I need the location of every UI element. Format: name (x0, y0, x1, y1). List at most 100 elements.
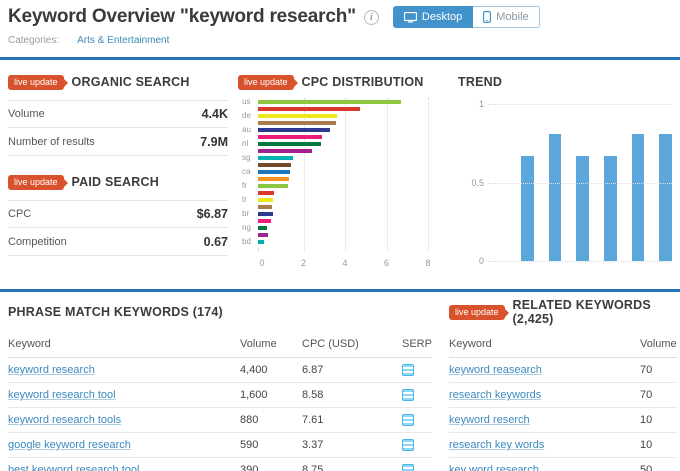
cpc-bar-row: fr (238, 182, 450, 189)
cpc-bar (258, 177, 289, 181)
serp-icon[interactable] (402, 414, 414, 426)
desktop-icon (404, 12, 417, 23)
cpc-bar-row (238, 161, 450, 168)
column-header-keyword: Keyword (449, 338, 640, 350)
cpc-cell: 8.58 (302, 389, 402, 401)
cpc-bar (258, 212, 273, 216)
x-tick-label: 4 (342, 258, 347, 268)
keyword-link[interactable]: research key words (449, 439, 640, 451)
cpc-cell: 7.61 (302, 414, 402, 426)
table-row: keyword research4,4006.87 (8, 358, 432, 383)
cpc-bar-row: tr (238, 196, 450, 203)
keyword-link[interactable]: google keyword research (8, 439, 240, 451)
cpc-bar (258, 149, 312, 153)
keyword-link[interactable]: research keywords (449, 389, 640, 401)
trend-title: TREND (458, 75, 502, 89)
cpc-distribution-panel: live update CPC DISTRIBUTION usdeaunlsgc… (238, 74, 450, 289)
table-row: key word research50 (449, 458, 677, 471)
y-tick-label: 1 (479, 99, 484, 109)
page-title: Keyword Overview "keyword research" (8, 6, 356, 28)
volume-cell: 50 (640, 464, 677, 471)
cpc-bar (258, 198, 273, 202)
keyword-link[interactable]: best keyword research tool (8, 464, 240, 471)
cpc-bar-row (238, 105, 450, 112)
cpc-bar (258, 226, 267, 230)
cpc-bar-row: ng (238, 224, 450, 231)
cpc-cell: 6.87 (302, 364, 402, 376)
cpc-bar-row: sg (238, 154, 450, 161)
related-keywords-title: RELATED KEYWORDS (2,425) (513, 298, 677, 326)
metric-label: Volume (8, 108, 45, 120)
organic-search-title: ORGANIC SEARCH (72, 75, 190, 89)
cpc-bar (258, 219, 271, 223)
trend-bar (604, 156, 617, 261)
cpc-bar-row (238, 175, 450, 182)
categories-label: Categories: (8, 35, 59, 46)
metrics-column: live update ORGANIC SEARCH Volume 4.4K N… (8, 74, 228, 289)
organic-search-table: Volume 4.4K Number of results 7.9M (8, 100, 228, 156)
metric-row-cpc: CPC $6.87 (8, 200, 228, 228)
cpc-bar-row: br (238, 210, 450, 217)
column-header-cpc: CPC (USD) (302, 338, 402, 350)
keyword-link[interactable]: keyword research tool (8, 389, 240, 401)
related-keywords-table: Keyword Volume keyword reasearch70resear… (449, 330, 677, 471)
table-row: best keyword research tool3908.75 (8, 458, 432, 471)
cpc-bar (258, 247, 259, 251)
cpc-bar (258, 100, 401, 104)
keyword-link[interactable]: keyword reserch (449, 414, 640, 426)
table-row: keyword reserch10 (449, 408, 677, 433)
live-update-badge: live update (8, 175, 64, 190)
keyword-link[interactable]: keyword reasearch (449, 364, 640, 376)
serp-icon[interactable] (402, 439, 414, 451)
column-header-serp: SERP (402, 338, 432, 350)
keyword-link[interactable]: key word research (449, 464, 640, 471)
device-toggle: Desktop Mobile (393, 6, 540, 28)
cpc-bar (258, 128, 330, 132)
cpc-bar-row (238, 231, 450, 238)
keyword-link[interactable]: keyword research tools (8, 414, 240, 426)
overview-section: live update ORGANIC SEARCH Volume 4.4K N… (0, 60, 680, 289)
serp-icon[interactable] (402, 364, 414, 376)
volume-cell: 1,600 (240, 389, 302, 401)
cpc-bar (258, 142, 321, 146)
trend-bar (632, 134, 645, 261)
volume-cell: 390 (240, 464, 302, 471)
metric-value: 7.9M (200, 135, 228, 149)
cpc-bar-row: nl (238, 140, 450, 147)
desktop-button[interactable]: Desktop (393, 6, 473, 28)
volume-cell: 590 (240, 439, 302, 451)
serp-icon[interactable] (402, 464, 414, 471)
x-tick-label: 6 (384, 258, 389, 268)
cpc-bar-row (238, 147, 450, 154)
keyword-link[interactable]: keyword research (8, 364, 240, 376)
x-tick-label: 8 (425, 258, 430, 268)
phrase-match-table: Keyword Volume CPC (USD) SERP keyword re… (8, 330, 432, 471)
cpc-bar-row (238, 217, 450, 224)
cpc-cell: 8.75 (302, 464, 402, 471)
metric-row-volume: Volume 4.4K (8, 100, 228, 128)
info-icon[interactable]: i (364, 10, 379, 25)
paid-search-table: CPC $6.87 Competition 0.67 (8, 200, 228, 256)
serp-icon[interactable] (402, 389, 414, 401)
volume-cell: 4,400 (240, 364, 302, 376)
trend-bar (521, 156, 534, 261)
cpc-bar-row (238, 189, 450, 196)
trend-bar (659, 134, 672, 261)
x-tick-label: 0 (259, 258, 264, 268)
gridline (488, 183, 672, 184)
cpc-bar (258, 156, 293, 160)
volume-cell: 70 (640, 389, 677, 401)
gridline (488, 104, 672, 105)
cpc-bar (258, 163, 291, 167)
cpc-distribution-title: CPC DISTRIBUTION (302, 75, 424, 89)
cpc-bar-row (238, 203, 450, 210)
y-tick-label: 0 (479, 256, 484, 266)
desktop-label: Desktop (422, 11, 462, 23)
table-row: keyword research tools8807.61 (8, 408, 432, 433)
trend-bar (549, 134, 562, 261)
mobile-button[interactable]: Mobile (473, 6, 539, 28)
cpc-bars: usdeaunlsgcafrtrbrngbd (238, 98, 450, 252)
column-header-keyword: Keyword (8, 338, 240, 350)
table-row: research key words10 (449, 433, 677, 458)
categories-link[interactable]: Arts & Entertainment (77, 35, 169, 46)
